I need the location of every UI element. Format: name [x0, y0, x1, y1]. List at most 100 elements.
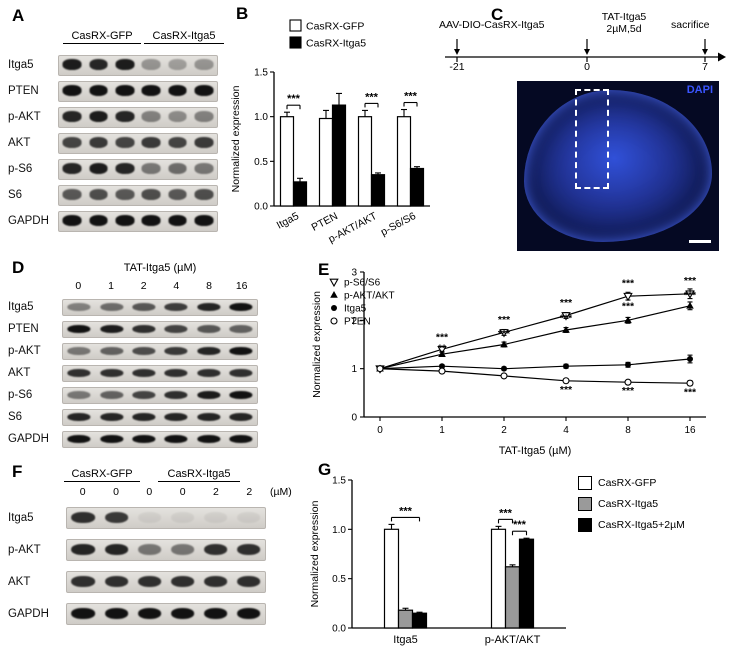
legend-item: CasRX-GFP	[578, 476, 685, 490]
blot-strip	[58, 80, 218, 102]
western-blot-f: Itga5 p-AKT AKT GAPDH	[8, 502, 266, 630]
svg-text:1.5: 1.5	[254, 68, 268, 79]
lane-label: 0	[179, 486, 186, 498]
panel-d: D TAT-Itga5 (µM) 0 1 2 4 8 16 Itga5 PTEN p-AKT A…	[8, 258, 298, 454]
blot-title-tat-itga5: TAT-Itga5 (µM)	[123, 262, 197, 274]
protein-band	[71, 576, 96, 588]
protein-band	[132, 302, 156, 312]
protein-band	[196, 302, 221, 312]
protein-band	[168, 189, 187, 201]
blot-row: GAPDH	[8, 598, 266, 630]
blot-row-label: AKT	[8, 576, 31, 588]
line-chart-e: 0 1 2 3 0 1 2 4 8 16 TAT-Itga5 (µM) Normalized expr…	[311, 268, 706, 457]
protein-band	[164, 302, 188, 312]
panel-letter-g: G	[318, 460, 332, 479]
panel-f: F CasRX-GFP CasRX-Itga5 0 0 0 0 2 2 (µM) Itga…	[8, 462, 300, 652]
legend-label: CasRX-GFP	[598, 477, 657, 489]
blot-row-label: p-S6	[8, 389, 33, 401]
protein-band	[132, 346, 156, 356]
legend-swatch	[578, 497, 592, 511]
protein-band	[194, 85, 214, 97]
timeline-event-tat-line1: TAT-Itga5	[601, 11, 647, 23]
svg-text:Itga5: Itga5	[393, 634, 417, 646]
protein-band	[194, 111, 214, 123]
protein-band	[115, 111, 135, 123]
blot-row: Itga5	[8, 296, 258, 318]
svg-text:Itga5: Itga5	[275, 210, 301, 232]
panel-g: G 0.0 0.5 1.0 1.5 Normalized expression Itga5…	[306, 458, 728, 658]
protein-band	[99, 324, 124, 334]
lane-label: 8	[206, 280, 212, 292]
protein-band	[132, 412, 156, 422]
protein-band	[62, 215, 82, 227]
protein-band	[137, 576, 162, 588]
blot-row-label: Itga5	[8, 59, 34, 71]
lane-label: 0	[79, 486, 86, 498]
blot-row-label: PTEN	[8, 85, 39, 97]
timeline-event-tat-line2: 2µM,5d	[606, 23, 642, 35]
svg-text:2: 2	[501, 425, 507, 436]
svg-text:0: 0	[351, 413, 357, 424]
svg-text:***: ***	[560, 384, 573, 396]
protein-band	[141, 111, 161, 123]
lane-label: 0	[113, 486, 119, 498]
protein-band	[141, 215, 161, 227]
svg-text:1: 1	[351, 364, 357, 375]
svg-text:***: ***	[498, 328, 511, 340]
svg-text:0.5: 0.5	[332, 574, 346, 585]
protein-band	[132, 434, 156, 444]
blot-strip	[62, 430, 258, 448]
protein-band	[194, 59, 214, 71]
svg-text:**: **	[438, 342, 447, 354]
protein-band	[62, 137, 82, 149]
blot-row-label: GAPDH	[8, 215, 49, 227]
panel-letter-c: C	[491, 5, 504, 24]
protein-band	[71, 608, 96, 620]
svg-text:***: ***	[622, 301, 635, 313]
blot-row: AKT	[8, 566, 266, 598]
protein-band	[62, 111, 82, 123]
protein-band	[137, 544, 162, 556]
svg-text:***: ***	[622, 278, 635, 290]
svg-text:Normalized expression: Normalized expression	[309, 500, 321, 607]
timeline-tick-minus21: -21	[449, 61, 465, 73]
protein-band	[168, 85, 187, 97]
blot-group-label-casrx-itga5: CasRX-Itga5	[158, 468, 240, 482]
protein-band	[67, 368, 91, 378]
protein-band	[89, 59, 108, 71]
protein-band	[164, 324, 188, 334]
protein-band	[89, 85, 108, 97]
lane-label: 2	[140, 280, 147, 292]
blot-row-label: p-S6	[8, 163, 33, 175]
svg-text:***: ***	[404, 91, 418, 103]
svg-text:3: 3	[351, 268, 357, 279]
protein-band	[141, 137, 161, 149]
protein-band	[164, 390, 188, 400]
svg-text:***: ***	[622, 385, 635, 397]
timeline-tick-0: 0	[584, 61, 590, 73]
svg-text:***: ***	[499, 507, 513, 519]
blot-strip	[62, 320, 258, 338]
blot-row: AKT	[8, 130, 218, 156]
svg-text:p-AKT/AKT: p-AKT/AKT	[344, 291, 395, 302]
timeline-tick-7: 7	[702, 61, 708, 73]
svg-text:1.0: 1.0	[254, 112, 268, 123]
protein-band	[194, 215, 214, 227]
protein-band	[168, 111, 187, 123]
protein-band	[168, 59, 187, 71]
protein-band	[203, 544, 228, 556]
protein-band	[164, 412, 188, 422]
timeline-event-aav: AAV-DIO-CasRX-Itga5	[439, 19, 545, 31]
svg-text:PTEN: PTEN	[344, 317, 371, 328]
legend-item: CasRX-Itga5	[578, 497, 685, 511]
protein-band	[229, 346, 253, 356]
blot-row-label: GAPDH	[8, 433, 49, 445]
svg-text:CasRX-GFP: CasRX-GFP	[306, 21, 364, 33]
svg-text:***: ***	[513, 519, 527, 531]
blot-row: S6	[8, 406, 258, 428]
svg-text:0: 0	[377, 425, 383, 436]
svg-text:1.5: 1.5	[332, 476, 346, 487]
legend-label: CasRX-Itga5+2µM	[598, 519, 685, 531]
protein-band	[62, 163, 82, 175]
lane-label: 1	[108, 280, 114, 292]
